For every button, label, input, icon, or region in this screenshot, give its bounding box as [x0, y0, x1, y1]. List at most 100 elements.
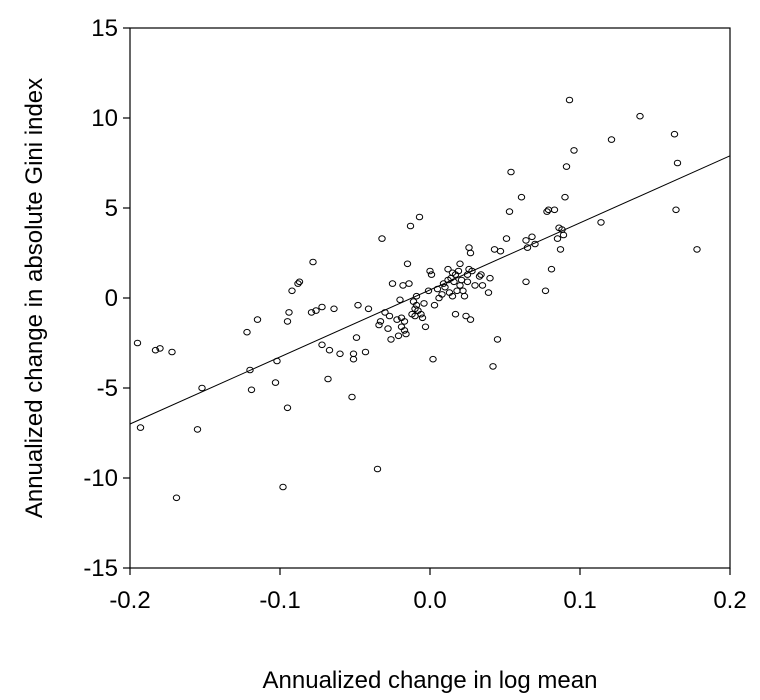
- data-point: [522, 237, 530, 244]
- data-point: [283, 404, 292, 412]
- x-axis-label: Annualized change in log mean: [263, 667, 598, 694]
- data-point: [354, 301, 362, 309]
- data-point: [403, 260, 412, 268]
- data-point: [543, 208, 551, 215]
- y-tick-label: 0: [105, 285, 118, 312]
- data-point: [406, 222, 415, 230]
- data-point: [562, 163, 571, 170]
- data-point: [556, 246, 565, 253]
- data-point: [466, 249, 475, 257]
- y-axis-ticks: [123, 27, 130, 569]
- data-point: [550, 206, 559, 214]
- data-point: [402, 330, 410, 338]
- y-tick-label: -10: [83, 465, 118, 492]
- data-point: [468, 267, 476, 275]
- data-point: [559, 231, 568, 239]
- data-point: [547, 265, 556, 273]
- data-point: [348, 393, 356, 401]
- data-point: [462, 312, 470, 320]
- data-point: [376, 318, 385, 325]
- regression-line: [129, 155, 731, 425]
- data-point: [421, 323, 430, 331]
- data-point: [426, 267, 434, 275]
- y-tick-label: 15: [91, 15, 118, 42]
- x-tick-label: 0.2: [713, 587, 746, 614]
- data-point: [433, 285, 442, 293]
- data-point: [477, 271, 485, 278]
- x-tick-label: 0.0: [413, 587, 446, 614]
- data-point: [330, 305, 338, 313]
- data-point: [448, 292, 457, 300]
- data-point: [349, 355, 358, 363]
- data-point: [478, 282, 487, 289]
- data-point: [349, 350, 358, 358]
- data-point: [673, 159, 682, 167]
- data-point: [388, 280, 397, 287]
- data-point: [324, 375, 332, 383]
- y-tick-label: 10: [91, 105, 118, 132]
- data-point: [565, 96, 574, 104]
- data-point: [387, 336, 395, 343]
- data-point: [400, 327, 409, 334]
- data-point: [507, 168, 515, 176]
- data-point: [672, 206, 680, 214]
- y-axis-tick-labels: -15 -10 -5 0 5 10 15: [83, 15, 118, 582]
- data-point: [456, 260, 464, 268]
- data-point: [412, 292, 421, 300]
- x-axis-tick-labels: -0.2 -0.1 0.0 0.1 0.2: [109, 587, 746, 614]
- data-point: [465, 244, 473, 251]
- data-point: [417, 310, 425, 318]
- data-point: [693, 246, 701, 253]
- data-point: [502, 235, 511, 242]
- data-point: [463, 278, 472, 286]
- data-point: [415, 213, 424, 221]
- data-point: [496, 247, 505, 255]
- data-point: [424, 287, 433, 295]
- data-point: [471, 282, 479, 289]
- data-point: [312, 307, 320, 314]
- data-point: [444, 265, 452, 273]
- data-point: [375, 321, 383, 329]
- data-point: [361, 348, 370, 356]
- data-point: [172, 494, 181, 502]
- data-point: [136, 424, 145, 431]
- data-point: [456, 282, 464, 289]
- data-point: [295, 278, 304, 286]
- data-point: [318, 303, 326, 311]
- y-axis-label: Annualized change in absolute Gini index: [21, 78, 48, 518]
- data-point: [243, 328, 251, 336]
- data-point: [597, 219, 605, 226]
- data-point: [484, 289, 493, 296]
- data-point: [439, 280, 448, 287]
- data-point: [246, 366, 254, 374]
- data-point: [133, 339, 142, 347]
- data-point: [307, 309, 316, 316]
- data-point: [294, 280, 302, 287]
- data-point: [151, 346, 160, 354]
- data-point: [393, 316, 401, 323]
- data-point: [450, 278, 458, 286]
- data-point: [459, 287, 467, 295]
- data-point: [193, 426, 202, 433]
- data-point: [400, 318, 409, 325]
- data-point: [336, 350, 344, 358]
- data-point: [378, 235, 386, 242]
- data-point: [283, 318, 292, 325]
- data-point: [352, 334, 361, 341]
- data-point: [528, 233, 536, 241]
- data-point: [544, 206, 553, 214]
- data-point: [607, 136, 616, 143]
- data-point: [198, 384, 206, 392]
- data-point: [381, 309, 389, 316]
- data-point: [522, 278, 530, 286]
- x-tick-label: 0.1: [563, 587, 596, 614]
- data-point: [373, 465, 382, 473]
- data-point: [451, 310, 460, 318]
- data-point: [475, 273, 484, 280]
- data-point: [429, 355, 437, 363]
- data-point: [453, 287, 461, 295]
- data-point: [168, 348, 176, 356]
- data-point: [430, 301, 439, 309]
- data-point: [490, 246, 499, 253]
